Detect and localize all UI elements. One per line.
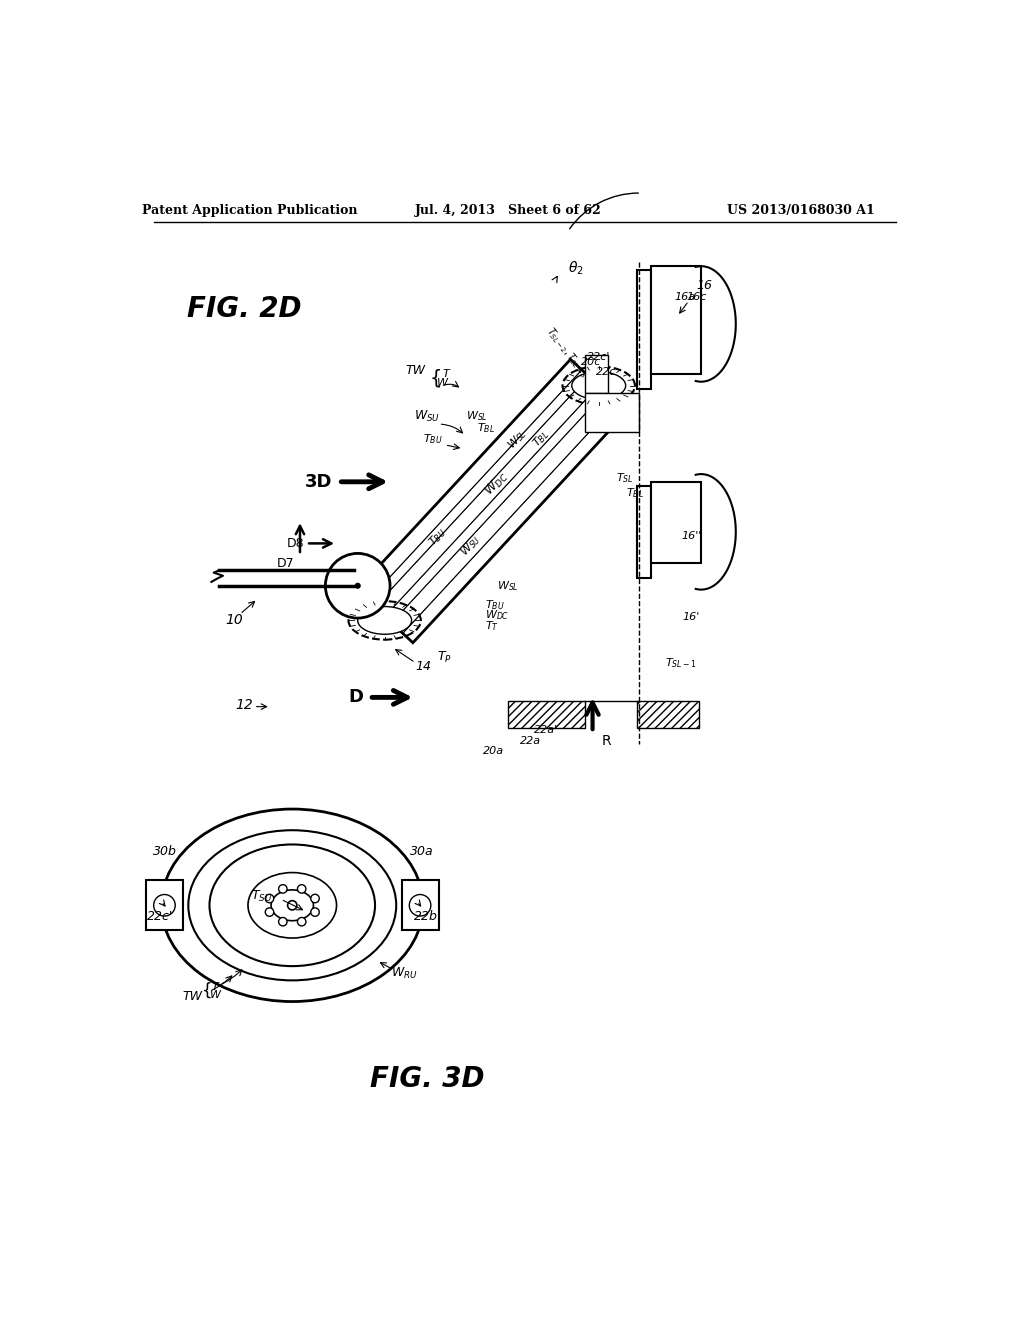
Text: D: D	[348, 689, 364, 706]
Ellipse shape	[210, 845, 375, 966]
Text: $T_{SL-1}$: $T_{SL-1}$	[666, 656, 697, 669]
Bar	[401, 880, 438, 931]
Text: 22a: 22a	[520, 737, 542, 746]
Bar	[585, 355, 608, 393]
Text: D8: D8	[287, 537, 304, 550]
Bar	[146, 880, 183, 931]
Text: W: W	[437, 379, 447, 388]
Text: T: T	[212, 982, 219, 991]
Polygon shape	[368, 370, 589, 607]
Polygon shape	[385, 385, 605, 623]
Circle shape	[297, 884, 306, 894]
Circle shape	[279, 884, 287, 894]
Polygon shape	[391, 392, 616, 634]
Circle shape	[288, 900, 297, 909]
Text: $W_{SL}$: $W_{SL}$	[505, 426, 530, 451]
Text: $W_{SU}$: $W_{SU}$	[414, 409, 440, 424]
Text: $W_{SU}$: $W_{SU}$	[458, 533, 484, 560]
Text: D7: D7	[276, 557, 295, 570]
Text: $\{$: $\{$	[201, 981, 211, 999]
Ellipse shape	[271, 890, 313, 921]
Text: 16'': 16''	[681, 531, 701, 541]
Text: $T_{SL-2},T_{SL-3}$: $T_{SL-2},T_{SL-3}$	[543, 325, 591, 380]
Text: FIG. 2D: FIG. 2D	[187, 294, 302, 322]
Text: US 2013/0168030 A1: US 2013/0168030 A1	[727, 205, 874, 218]
Circle shape	[297, 917, 306, 925]
Text: $T_{BL}$: $T_{BL}$	[626, 487, 644, 500]
Text: 12: 12	[236, 698, 253, 711]
Ellipse shape	[162, 809, 423, 1002]
Bar	[637, 271, 651, 389]
Text: Jul. 4, 2013   Sheet 6 of 62: Jul. 4, 2013 Sheet 6 of 62	[415, 205, 601, 218]
Text: $T_{BU}$: $T_{BU}$	[426, 525, 450, 549]
Text: T: T	[443, 370, 450, 379]
Circle shape	[311, 908, 319, 916]
Circle shape	[265, 894, 273, 903]
Ellipse shape	[571, 372, 626, 400]
Text: $W_{DC}$: $W_{DC}$	[484, 609, 509, 622]
Text: 16: 16	[696, 279, 713, 292]
Text: TW: TW	[406, 363, 425, 376]
Text: $T_{SL}$: $T_{SL}$	[616, 471, 634, 484]
Bar	[508, 701, 585, 729]
Circle shape	[279, 917, 287, 925]
Circle shape	[326, 553, 390, 618]
Text: $T_{SU}$: $T_{SU}$	[251, 888, 272, 904]
Text: 16a: 16a	[675, 292, 695, 302]
Bar	[637, 701, 698, 729]
Text: 30a: 30a	[410, 845, 433, 858]
Text: $W_{SL}$: $W_{SL}$	[466, 409, 488, 424]
Text: 22c': 22c'	[587, 352, 610, 362]
Bar	[637, 486, 651, 578]
Bar	[585, 393, 639, 432]
Bar	[651, 482, 701, 562]
Text: $T_P$: $T_P$	[437, 649, 453, 665]
Text: $T_{BL}$: $T_{BL}$	[529, 428, 552, 450]
Text: 16': 16'	[682, 611, 699, 622]
Text: $\{$: $\{$	[429, 367, 440, 389]
Text: $T_{BU}$: $T_{BU}$	[423, 433, 442, 446]
Ellipse shape	[357, 607, 412, 635]
Bar	[651, 267, 701, 374]
Text: W: W	[210, 990, 221, 999]
Text: 14: 14	[415, 660, 431, 673]
Text: 22c: 22c	[596, 367, 616, 378]
Ellipse shape	[248, 873, 337, 939]
Text: $T_{BU}$: $T_{BU}$	[484, 598, 505, 612]
Ellipse shape	[188, 830, 396, 981]
Circle shape	[354, 582, 360, 589]
Text: 16c: 16c	[686, 292, 707, 302]
Text: $W_{DC}$: $W_{DC}$	[482, 469, 512, 499]
Text: 30b: 30b	[154, 845, 177, 858]
Circle shape	[311, 894, 319, 903]
Polygon shape	[356, 359, 582, 601]
Text: Patent Application Publication: Patent Application Publication	[142, 205, 357, 218]
Text: FIG. 3D: FIG. 3D	[370, 1064, 484, 1093]
Text: 10: 10	[225, 614, 244, 627]
Text: $T_T$: $T_T$	[484, 619, 499, 632]
Text: 20a: 20a	[483, 746, 504, 756]
Text: 3D: 3D	[305, 473, 333, 491]
Text: 22b': 22b'	[414, 911, 441, 924]
Polygon shape	[402, 403, 627, 643]
Text: $W_{SL}$: $W_{SL}$	[497, 579, 519, 593]
Text: $W_{RU}$: $W_{RU}$	[390, 965, 417, 981]
Text: $T_{BL}$: $T_{BL}$	[477, 421, 496, 434]
Text: 22c': 22c'	[146, 911, 173, 924]
Text: $\theta_2$: $\theta_2$	[567, 260, 584, 277]
Text: 20c: 20c	[581, 358, 601, 367]
Text: R: R	[602, 734, 611, 748]
Text: TW: TW	[182, 990, 202, 1003]
Text: 22a': 22a'	[535, 725, 558, 735]
Circle shape	[265, 908, 273, 916]
Polygon shape	[375, 376, 599, 616]
